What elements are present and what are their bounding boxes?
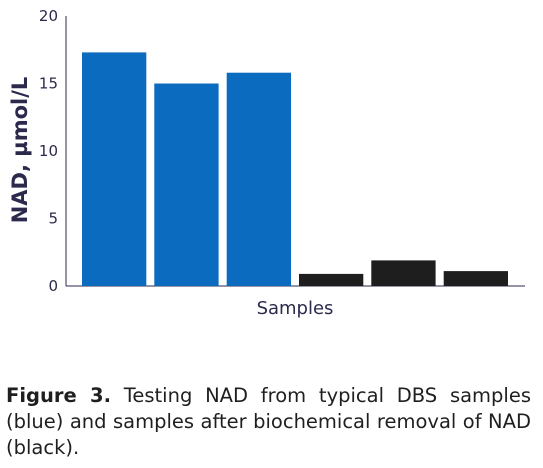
bar-5 bbox=[371, 260, 436, 286]
figure-caption: Figure 3. Testing NAD from typical DBS s… bbox=[6, 383, 531, 461]
bar-6 bbox=[443, 271, 508, 286]
bar-3 bbox=[226, 72, 291, 286]
x-axis-label: Samples bbox=[257, 298, 334, 319]
bar-4 bbox=[299, 273, 364, 286]
caption-text: Testing NAD from typical DBS samples (bl… bbox=[6, 384, 531, 459]
bar-chart: 0 5 10 15 20 NAD, µmol/L Samples bbox=[8, 7, 525, 319]
y-tick-label: 15 bbox=[39, 75, 58, 93]
y-axis-label: NAD, µmol/L bbox=[8, 77, 32, 224]
y-tick-label: 10 bbox=[39, 142, 58, 160]
y-tick-label: 20 bbox=[39, 7, 58, 25]
bars bbox=[82, 52, 508, 287]
bar-1 bbox=[82, 52, 147, 287]
y-tick-label: 0 bbox=[48, 277, 58, 295]
y-tick-label: 5 bbox=[48, 210, 58, 228]
bar-2 bbox=[154, 83, 219, 286]
caption-label: Figure 3. bbox=[6, 384, 112, 407]
y-axis-ticks: 0 5 10 15 20 bbox=[39, 7, 58, 295]
